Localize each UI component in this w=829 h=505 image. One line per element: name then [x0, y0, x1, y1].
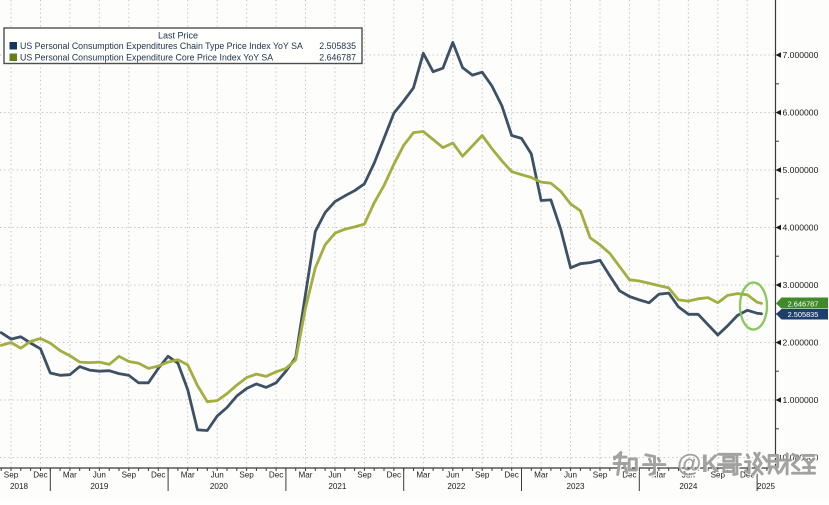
svg-text:2.505835: 2.505835	[319, 41, 356, 51]
svg-text:Dec: Dec	[622, 471, 636, 480]
svg-text:2021: 2021	[328, 482, 347, 491]
svg-text:Dec: Dec	[151, 471, 165, 480]
svg-text:Jun: Jun	[93, 471, 106, 480]
svg-text:Sep: Sep	[711, 471, 726, 480]
svg-text:Jun: Jun	[211, 471, 224, 480]
svg-text:2.000000: 2.000000	[783, 338, 819, 348]
svg-text:@K: @K	[678, 451, 720, 479]
svg-text:2023: 2023	[566, 482, 585, 491]
svg-text:Mar: Mar	[181, 471, 195, 480]
svg-text:2018: 2018	[10, 482, 29, 491]
svg-text:Mar: Mar	[534, 471, 548, 480]
svg-text:Dec: Dec	[504, 471, 518, 480]
svg-text:Dec: Dec	[269, 471, 283, 480]
svg-text:Sep: Sep	[122, 471, 137, 480]
svg-text:4.000000: 4.000000	[783, 223, 819, 233]
svg-text:2019: 2019	[90, 482, 109, 491]
svg-text:Mar: Mar	[299, 471, 313, 480]
svg-text:7.000000: 7.000000	[783, 50, 819, 60]
svg-text:Jun: Jun	[328, 471, 341, 480]
svg-text:2020: 2020	[210, 482, 229, 491]
svg-text:6.000000: 6.000000	[783, 108, 819, 118]
svg-text:Jun: Jun	[682, 471, 695, 480]
svg-text:Sep: Sep	[357, 471, 372, 480]
svg-text:5.000000: 5.000000	[783, 165, 819, 175]
svg-text:Dec: Dec	[740, 471, 754, 480]
svg-text:Sep: Sep	[593, 471, 608, 480]
svg-text:Mar: Mar	[652, 471, 666, 480]
svg-text:Dec: Dec	[387, 471, 401, 480]
svg-text:@K: @K	[677, 450, 719, 478]
svg-text:2022: 2022	[447, 482, 466, 491]
svg-text:Sep: Sep	[239, 471, 254, 480]
svg-text:US Personal Consumption Expend: US Personal Consumption Expenditures Cha…	[20, 41, 303, 51]
svg-text:Sep: Sep	[4, 471, 19, 480]
svg-text:1.000000: 1.000000	[783, 395, 819, 405]
svg-text:2.646787: 2.646787	[319, 53, 356, 63]
svg-text:Jun: Jun	[564, 471, 577, 480]
svg-text:2.646787: 2.646787	[788, 299, 819, 308]
svg-text:2025: 2025	[757, 482, 776, 491]
svg-text:3.000000: 3.000000	[783, 280, 819, 290]
svg-text:2.505835: 2.505835	[788, 310, 819, 319]
svg-text:US Personal Consumption Expend: US Personal Consumption Expenditure Core…	[20, 53, 273, 63]
svg-text:Last Price: Last Price	[158, 31, 198, 41]
svg-text:2024: 2024	[679, 482, 698, 491]
svg-text:Mar: Mar	[63, 471, 77, 480]
svg-text:Jun: Jun	[446, 471, 459, 480]
svg-text:0.000000: 0.000000	[783, 453, 819, 463]
svg-text:Sep: Sep	[475, 471, 490, 480]
svg-text:Mar: Mar	[416, 471, 430, 480]
svg-text:Dec: Dec	[33, 471, 47, 480]
